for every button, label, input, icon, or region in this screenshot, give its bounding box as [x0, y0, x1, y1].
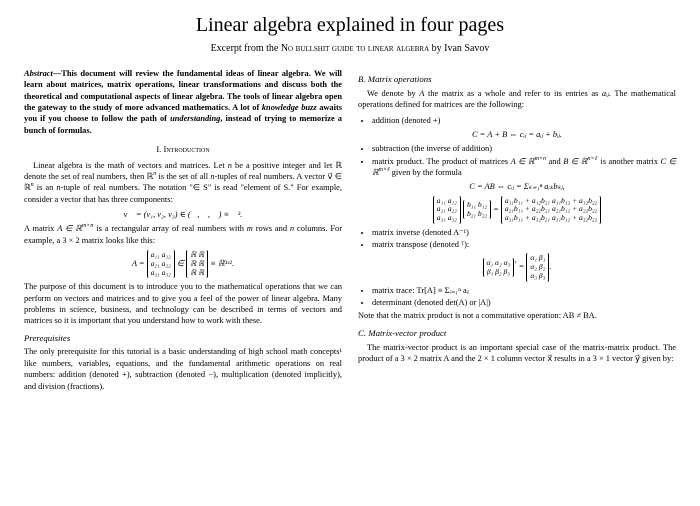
abstract: Abstract—This document will review the f…	[24, 68, 342, 136]
sup: m×ℓ	[379, 167, 390, 173]
t: is another matrix	[598, 157, 661, 166]
row: α₃ β₃	[530, 272, 545, 281]
var-aij: aᵢⱼ	[602, 89, 609, 98]
matrix-transpose-a: α₁ α₂ α₃ β₁ β₂ β₃	[483, 258, 515, 277]
t: Linear algebra is the math of vectors an…	[33, 161, 228, 170]
list-item-determinant: determinant (denoted det(A) or |A|)	[372, 297, 676, 308]
intro-paragraph-3: The purpose of this document is to intro…	[24, 281, 342, 326]
secC-paragraph: The matrix-vector product is an importan…	[358, 342, 676, 365]
list-item-transpose: matrix transpose (denoted ᵀ):	[372, 239, 676, 250]
t: .	[549, 262, 551, 271]
abstract-lead: Abstract	[24, 69, 53, 78]
t: B ∈ ℝ	[563, 157, 587, 166]
t: A matrix	[24, 224, 57, 233]
equation-addition: C = A + B ⇔ cᵢⱼ = aᵢⱼ + bᵢⱼ.	[358, 129, 676, 140]
list-item-product: matrix product. The product of matrices …	[372, 156, 676, 179]
t: is the set of all	[156, 172, 210, 181]
matrix-A: a₁₁ a₁₂ a₂₁ a₂₂ a₃₁ a₃₂	[147, 250, 175, 278]
t: given by the formula	[390, 168, 462, 177]
list-item-inverse: matrix inverse (denoted A⁻¹)	[372, 227, 676, 238]
row: a₃₁b₁₁ + a₃₂b₂₁ a₃₁b₁₂ + a₃₂b₂₂	[505, 214, 597, 223]
abstract-em1: knowledge buzz	[262, 103, 317, 112]
abstract-em2: understanding	[170, 114, 220, 123]
row: β₁ β₂ β₃	[487, 268, 511, 277]
list-item-trace: matrix trace: Tr[A] ≡ Σᵢ₌₁ⁿ aᵢᵢ	[372, 285, 676, 296]
matrix-R: ℝ ℝ ℝ ℝ ℝ ℝ	[186, 250, 208, 278]
subtitle-prefix: Excerpt from the	[211, 43, 281, 54]
t: matrix product. The product of matrices	[372, 157, 511, 166]
prerequisites-paragraph: The only prerequisite for this tutorial …	[24, 346, 342, 391]
matrix-ops-list-4: matrix trace: Tr[A] ≡ Σᵢ₌₁ⁿ aᵢᵢ determin…	[372, 285, 676, 309]
matrix-ops-list-3: matrix inverse (denoted A⁻¹) matrix tran…	[372, 227, 676, 251]
document-page: Linear algebra explained in four pages E…	[0, 0, 700, 396]
section-C-heading: C. Matrix-vector product	[358, 328, 676, 340]
row: a₃₁ a₃₂	[151, 269, 171, 278]
t: the matrix as a whole and refer to its e…	[424, 89, 601, 98]
secB-note: Note that the matrix product is not a co…	[358, 310, 676, 321]
sup: n×ℓ	[587, 156, 598, 162]
subtitle-author: by Ivan Savov	[429, 43, 489, 54]
equation-matrix-A: A = a₁₁ a₁₂ a₂₁ a₂₂ a₃₁ a₃₂ ∈ ℝ ℝ ℝ ℝ ℝ …	[24, 250, 342, 278]
matrix-transpose-b: α₁ β₁ α₂ β₂ α₃ β₃	[526, 253, 549, 281]
t: A ∈ ℝ	[57, 224, 82, 233]
list-item-subtraction: subtraction (the inverse of addition)	[372, 143, 676, 154]
equation-product-sum: C = AB ⇔ cᵢⱼ = Σₖ₌₁ⁿ aᵢₖbₖⱼ,	[358, 181, 676, 192]
t: is an	[34, 183, 57, 192]
row: b₂₁ b₂₂	[467, 210, 487, 219]
t: is a rectangular array of real numbers w…	[93, 224, 246, 233]
equation-product-expand: a₁₁ a₁₂ a₂₁ a₂₂ a₃₁ a₃₂ b₁₁ b₁₂ b₂₁ b₂₂ …	[358, 196, 676, 224]
t: ∈	[177, 259, 186, 268]
sup: m×n	[535, 156, 546, 162]
subtitle-book: No bullshit guide to linear algebra	[281, 43, 429, 54]
matrix-ops-list-2: subtraction (the inverse of addition) ma…	[372, 143, 676, 178]
t: A ∈ ℝ	[511, 157, 535, 166]
equation-vector-def: v⃗ = (v₁, v₂, v₃) ∈ (ℝ, ℝ, ℝ) ≡ ℝ³.	[24, 209, 342, 220]
matrix-2x2b: b₁₁ b₁₂ b₂₁ b₂₂	[463, 200, 491, 219]
right-column: B. Matrix operations We denote by A the …	[358, 68, 676, 396]
prerequisites-heading: Prerequisites	[24, 333, 342, 345]
matrix-result: a₁₁b₁₁ + a₁₂b₂₁ a₁₁b₁₂ + a₁₂b₂₂ a₂₁b₁₁ +…	[501, 196, 601, 224]
t: We denote by	[367, 89, 419, 98]
sup-mn: m×n	[82, 224, 93, 230]
list-item-addition: addition (denoted +)	[372, 115, 676, 126]
two-column-layout: Abstract—This document will review the f…	[24, 68, 676, 396]
secB-paragraph-1: We denote by A the matrix as a whole and…	[358, 88, 676, 111]
row: a₃₁ a₃₂	[437, 214, 457, 223]
section-intro-heading: I. Introduction	[24, 144, 342, 156]
section-B-heading: B. Matrix operations	[358, 74, 676, 86]
intro-paragraph-1: Linear algebra is the math of vectors an…	[24, 160, 342, 205]
page-title: Linear algebra explained in four pages	[24, 14, 676, 37]
matrix-3x2a: a₁₁ a₁₂ a₂₁ a₂₂ a₃₁ a₃₂	[433, 196, 461, 224]
t: -tuple of real numbers. The notation "∈ …	[24, 183, 342, 203]
eq: =	[519, 262, 527, 271]
left-column: Abstract—This document will review the f…	[24, 68, 342, 396]
t: rows and	[253, 224, 290, 233]
equation-transpose: α₁ α₂ α₃ β₁ β₂ β₃ ᵀ = α₁ β₁ α₂ β₂ α₃ β₃ …	[358, 253, 676, 281]
row: ℝ ℝ	[190, 269, 204, 278]
sup-T: ᵀ	[514, 262, 516, 268]
intro-paragraph-2: A matrix A ∈ ℝm×n is a rectangular array…	[24, 223, 342, 246]
t: and	[546, 157, 563, 166]
subtitle: Excerpt from the No bullshit guide to li…	[24, 43, 676, 54]
t: A =	[132, 259, 147, 268]
matrix-ops-list: addition (denoted +)	[372, 115, 676, 126]
t: ≡ ℝ³ˣ².	[210, 259, 234, 268]
